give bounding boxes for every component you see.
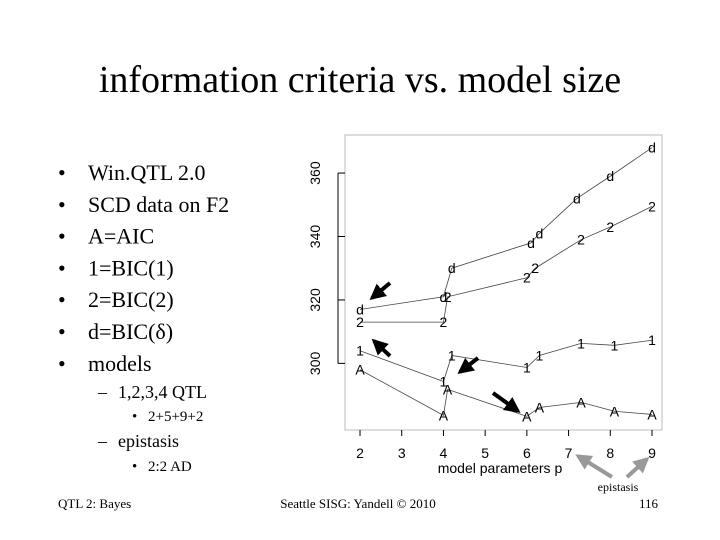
point-marker: 1 — [535, 347, 543, 363]
point-marker: d — [356, 301, 364, 317]
point-marker: 1 — [356, 343, 364, 359]
bullet: d=BIC(δ) — [88, 319, 173, 344]
dot: • — [132, 459, 137, 475]
point-marker: 1 — [440, 373, 448, 389]
arrow — [491, 391, 521, 413]
point-marker: 2 — [356, 314, 364, 330]
annotation: epistasis — [598, 480, 639, 494]
point-marker: d — [606, 168, 614, 184]
x-tick-label: 9 — [648, 445, 656, 461]
point-marker: A — [535, 399, 545, 415]
point-marker: A — [522, 408, 532, 424]
subsubitem: 2:2 AD — [148, 459, 192, 475]
dash: – — [97, 382, 108, 402]
point-marker: A — [610, 403, 620, 419]
point-marker: d — [527, 235, 535, 251]
footer-center: Seattle SISG: Yandell © 2010 — [280, 496, 435, 511]
bullet-dot: • — [58, 351, 66, 376]
point-marker: 1 — [523, 360, 531, 376]
arrow — [575, 454, 614, 479]
bullet-dot: • — [58, 255, 66, 280]
arrow — [371, 338, 392, 358]
point-marker: d — [573, 190, 581, 206]
point-marker: 2 — [440, 314, 448, 330]
bullet-list: • Win.QTL 2.0 • SCD data on F2 • A=AIC • 1=BIC(… — [58, 160, 229, 376]
arrow — [457, 356, 480, 374]
point-marker: A — [647, 406, 657, 422]
point-marker: A — [443, 381, 453, 397]
x-tick-label: 7 — [565, 445, 573, 461]
footer-left: QTL 2: Bayes — [58, 496, 131, 511]
series-line — [359, 339, 653, 382]
x-tick-label: 2 — [356, 445, 364, 461]
x-axis-label: model parameters p — [438, 460, 563, 476]
x-tick-label: 3 — [398, 445, 406, 461]
point-marker: d — [440, 289, 448, 305]
point-marker: 2 — [444, 289, 452, 305]
page-number: 116 — [639, 496, 659, 511]
plot-frame — [344, 134, 663, 431]
slide-title: information criteria vs. model size — [99, 59, 621, 101]
point-marker: 1 — [577, 335, 585, 351]
subsubitem: 2+5+9+2 — [148, 409, 203, 425]
point-marker: 2 — [531, 260, 539, 276]
bullet: Win.QTL 2.0 — [88, 160, 205, 185]
x-tick-label: 4 — [440, 445, 448, 461]
series-line — [359, 147, 653, 310]
point-marker: A — [439, 407, 449, 423]
dot: • — [132, 409, 137, 425]
x-tick-label: 6 — [523, 445, 531, 461]
x-tick-label: 8 — [606, 445, 614, 461]
point-marker: 2 — [648, 198, 656, 214]
bullet-dot: • — [58, 287, 66, 312]
point-marker: 2 — [577, 232, 585, 248]
point-marker: d — [535, 225, 543, 241]
point-marker: d — [448, 260, 456, 276]
subitem: 1,2,3,4 QTL — [118, 382, 207, 402]
y-tick-label: 360 — [307, 161, 323, 185]
point-marker: A — [576, 394, 586, 410]
point-marker: 2 — [523, 270, 531, 286]
bullet: SCD data on F2 — [88, 192, 229, 217]
point-marker: d — [648, 140, 656, 156]
point-marker: 2 — [606, 219, 614, 235]
series-line — [360, 206, 653, 323]
point-marker: 1 — [611, 337, 619, 353]
y-tick-label: 340 — [307, 225, 323, 249]
bullet-dot: • — [58, 224, 66, 249]
bullet: 2=BIC(2) — [88, 287, 174, 312]
arrow — [625, 456, 650, 479]
point-marker: A — [355, 362, 365, 378]
arrow — [369, 281, 392, 301]
point-marker: 1 — [648, 332, 656, 348]
subitem: epistasis — [118, 431, 179, 451]
dash: – — [97, 431, 108, 451]
bullet-dot: • — [58, 160, 66, 185]
y-tick-label: 300 — [307, 351, 323, 375]
bullet: models — [88, 351, 152, 376]
series-line — [359, 369, 653, 417]
bullet-dot: • — [58, 319, 66, 344]
bullet-dot: • — [58, 192, 66, 217]
bullet: 1=BIC(1) — [88, 255, 174, 280]
y-tick-label: 320 — [307, 288, 323, 312]
bullet: A=AIC — [88, 224, 154, 249]
point-marker: 1 — [448, 347, 456, 363]
x-tick-label: 5 — [481, 445, 489, 461]
